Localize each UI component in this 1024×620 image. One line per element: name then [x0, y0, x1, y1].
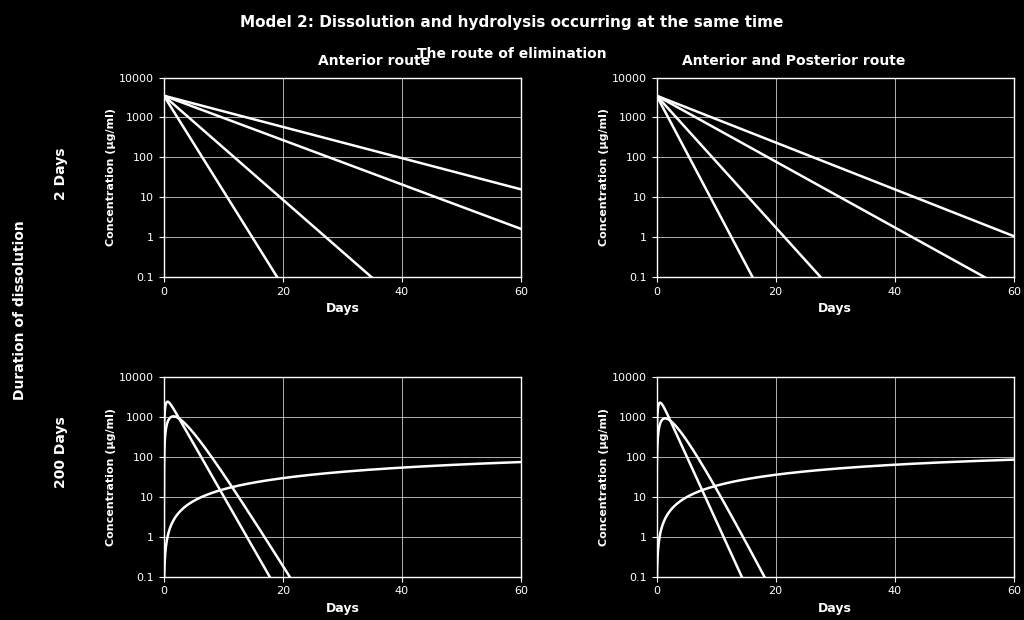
- Text: Anterior route: Anterior route: [317, 54, 430, 68]
- Text: 2 Days: 2 Days: [54, 148, 69, 200]
- Y-axis label: Concentration (μg/ml): Concentration (μg/ml): [106, 408, 117, 546]
- Text: Duration of dissolution: Duration of dissolution: [13, 220, 28, 400]
- X-axis label: Days: Days: [818, 602, 852, 615]
- Text: 200 Days: 200 Days: [54, 417, 69, 489]
- X-axis label: Days: Days: [818, 303, 852, 316]
- Y-axis label: Concentration (μg/ml): Concentration (μg/ml): [599, 408, 609, 546]
- Y-axis label: Concentration (μg/ml): Concentration (μg/ml): [106, 108, 117, 246]
- X-axis label: Days: Days: [326, 602, 359, 615]
- Text: Model 2: Dissolution and hydrolysis occurring at the same time: Model 2: Dissolution and hydrolysis occu…: [241, 16, 783, 30]
- X-axis label: Days: Days: [326, 303, 359, 316]
- Y-axis label: Concentration (μg/ml): Concentration (μg/ml): [599, 108, 609, 246]
- Text: The route of elimination: The route of elimination: [417, 46, 607, 61]
- Text: Anterior and Posterior route: Anterior and Posterior route: [682, 54, 905, 68]
